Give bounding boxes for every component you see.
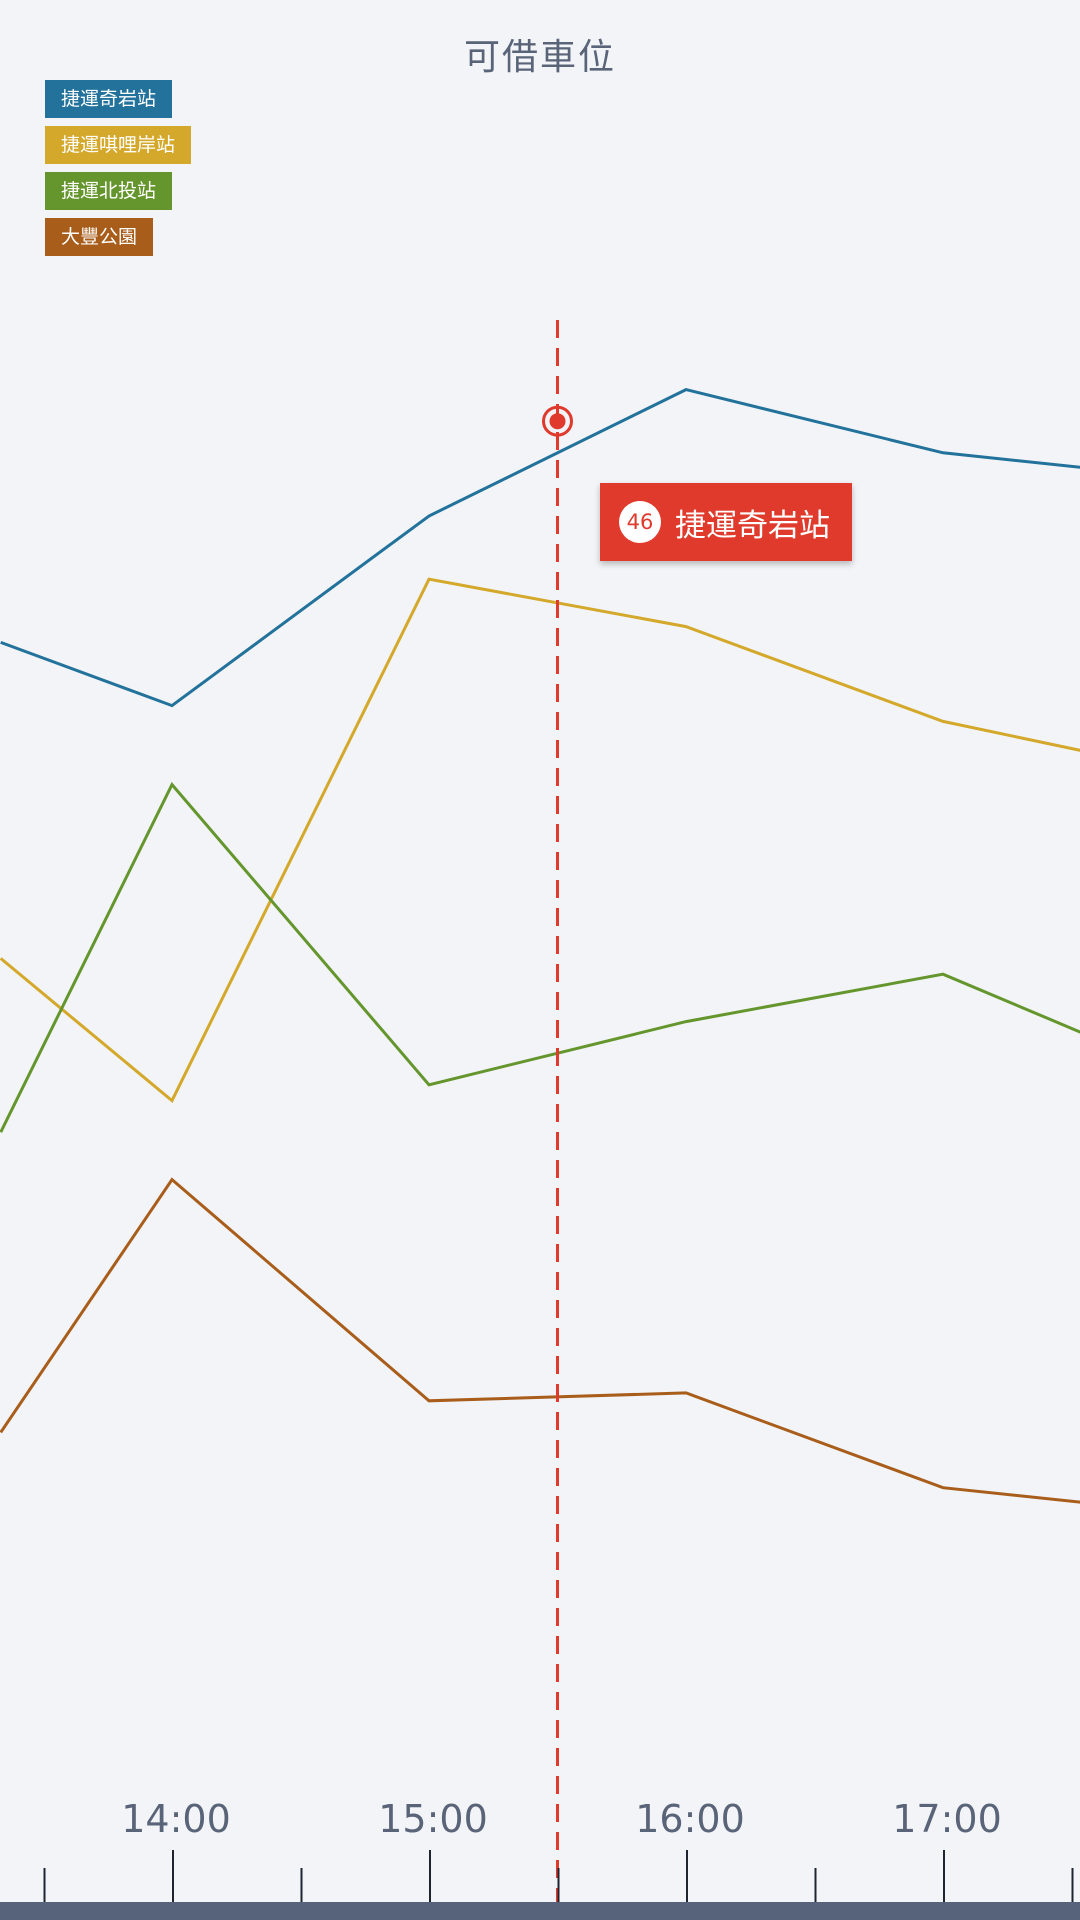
cursor-marker-dot bbox=[549, 413, 566, 430]
tooltip-series-label: 捷運奇岩站 bbox=[675, 507, 830, 544]
legend-item-qiyan[interactable]: 捷運奇岩站 bbox=[45, 80, 173, 118]
legend-item-dafeng-park[interactable]: 大豐公園 bbox=[45, 218, 154, 256]
series-line-3 bbox=[0, 1177, 1080, 1504]
x-tick-label: 14:00 bbox=[121, 1797, 231, 1841]
x-tick-label: 16:00 bbox=[635, 1797, 745, 1841]
legend: 捷運奇岩站 捷運唭哩岸站 捷運北投站 大豐公園 bbox=[45, 80, 192, 264]
legend-item-beitou[interactable]: 捷運北投站 bbox=[45, 172, 173, 210]
x-tick-label: 17:00 bbox=[892, 1797, 1002, 1841]
series-line-2 bbox=[0, 781, 1080, 1133]
series-line-1 bbox=[0, 577, 1080, 1103]
chart-title: 可借車位 bbox=[463, 37, 616, 78]
bottom-bar bbox=[0, 1902, 1080, 1920]
cursor-marker-ring bbox=[542, 405, 573, 437]
series-line-0 bbox=[0, 388, 1080, 708]
tooltip-value-badge: 46 bbox=[619, 501, 661, 543]
legend-item-qiliian[interactable]: 捷運唭哩岸站 bbox=[45, 126, 192, 164]
x-tick-label: 15:00 bbox=[378, 1797, 488, 1841]
tooltip: 46 捷運奇岩站 bbox=[600, 483, 852, 561]
